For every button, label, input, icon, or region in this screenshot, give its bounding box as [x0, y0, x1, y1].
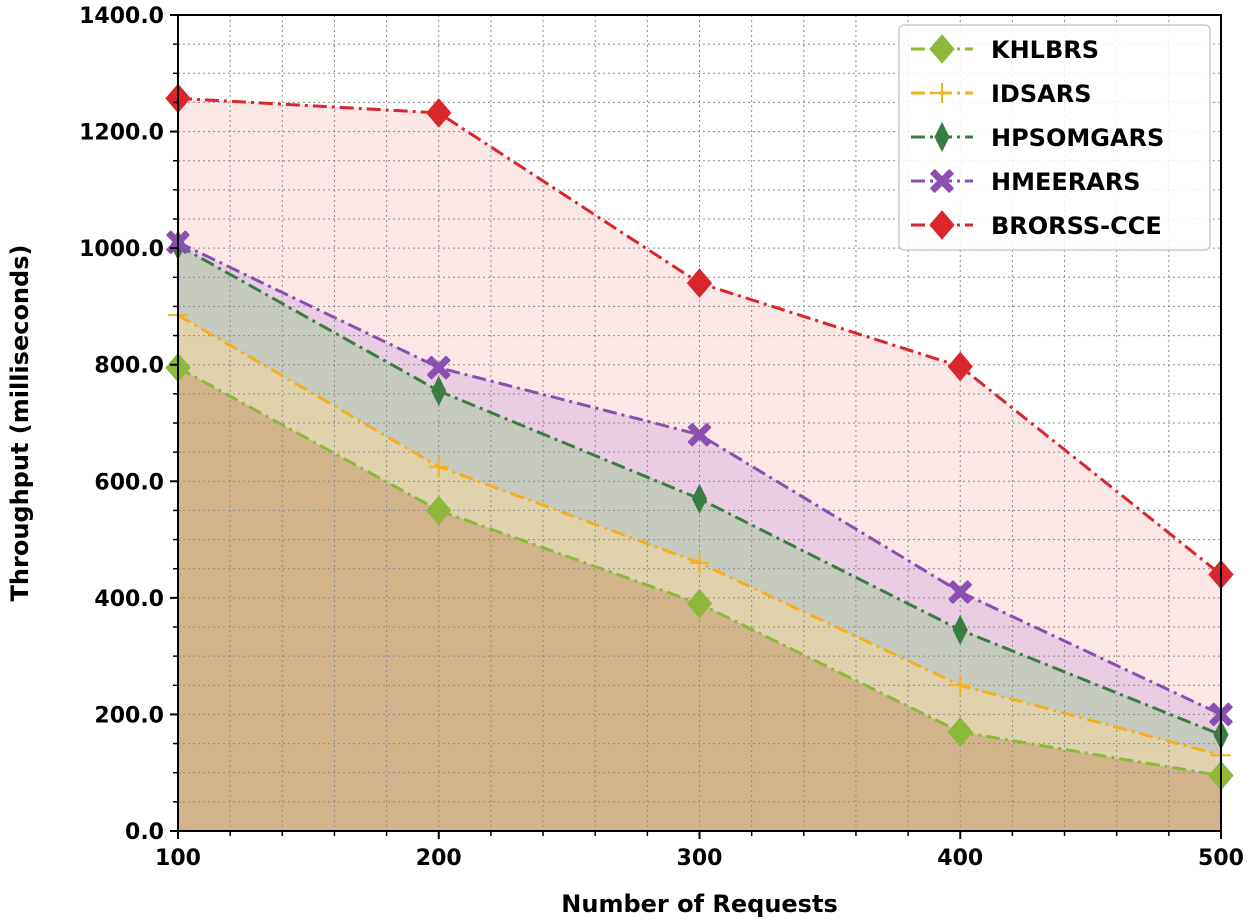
- y-tick-label: 800.0: [94, 354, 164, 379]
- legend-label-hmeerars: HMEERARS: [991, 168, 1141, 196]
- x-tick-label: 100: [155, 846, 201, 871]
- data-point-brorss-cce: [426, 98, 452, 128]
- legend-marker-hmeerars: [930, 169, 954, 193]
- legend-label-khlbrs: KHLBRS: [991, 36, 1099, 64]
- data-point-hmeerars: [687, 422, 712, 447]
- data-point-khlbrs: [426, 495, 452, 526]
- legend: KHLBRS IDSARS HPSOMGARS HMEERARS BRORSS-CCE: [898, 24, 1211, 251]
- data-point-idsars: [950, 675, 971, 696]
- data-point-khlbrs: [686, 588, 713, 619]
- data-point-khlbrs: [947, 717, 973, 747]
- data-point-idsars: [428, 456, 449, 477]
- legend-label-brorss-cce: BRORSS-CCE: [991, 212, 1162, 240]
- y-tick-label: 400.0: [94, 587, 164, 612]
- axis-ticks: [170, 14, 1222, 839]
- legend-box: [898, 24, 1211, 251]
- y-tick-label: 0.0: [125, 820, 164, 845]
- y-axis-label: Throughput (milliseconds): [6, 245, 34, 602]
- x-axis-label: Number of Requests: [561, 890, 837, 918]
- data-point-brorss-cce: [947, 351, 973, 382]
- data-point-hpsomgars: [691, 483, 708, 514]
- legend-label-hpsomgars: HPSOMGARS: [991, 124, 1164, 152]
- x-tick-label: 300: [677, 846, 723, 871]
- y-tick-label: 600.0: [94, 470, 164, 495]
- y-tick-label: 1000.0: [79, 237, 164, 262]
- legend-marker-hpsomgars: [934, 121, 950, 153]
- data-point-hpsomgars: [431, 375, 447, 407]
- x-tick-labels: 100 200 300 400 500: [155, 846, 1244, 871]
- x-tick-label: 400: [937, 846, 983, 871]
- series-line-hmeerars: [177, 240, 1222, 716]
- y-tick-label: 1400.0: [79, 4, 164, 29]
- y-tick-label: 1200.0: [79, 121, 164, 146]
- legend-marker-idsars: [932, 83, 952, 103]
- data-point-hpsomgars: [952, 614, 968, 646]
- x-tick-label: 500: [1198, 846, 1244, 871]
- legend-marker-brorss-cce: [929, 210, 955, 240]
- y-tick-labels: 0.0 200.0 400.0 600.0 800.0 1000.0 1200.0 1400.…: [79, 4, 164, 845]
- legend-marker-khlbrs: [929, 34, 955, 64]
- data-point-hmeerars: [427, 355, 451, 380]
- y-tick-label: 200.0: [94, 703, 164, 728]
- x-tick-label: 200: [416, 846, 462, 871]
- data-point-brorss-cce: [686, 268, 713, 298]
- legend-label-idsars: IDSARS: [991, 80, 1091, 108]
- data-point-hmeerars: [948, 580, 972, 604]
- data-point-idsars: [689, 552, 710, 573]
